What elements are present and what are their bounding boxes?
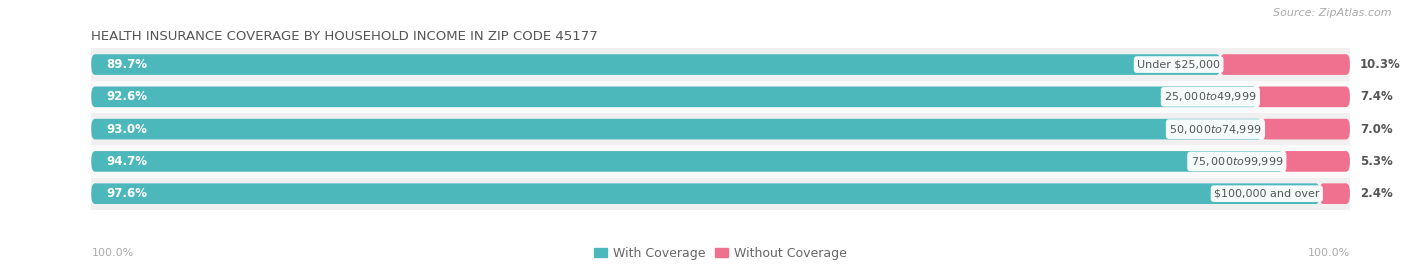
Text: 89.7%: 89.7% (107, 58, 148, 71)
Text: $50,000 to $74,999: $50,000 to $74,999 (1170, 123, 1261, 136)
Text: 97.6%: 97.6% (107, 187, 148, 200)
Text: HEALTH INSURANCE COVERAGE BY HOUSEHOLD INCOME IN ZIP CODE 45177: HEALTH INSURANCE COVERAGE BY HOUSEHOLD I… (91, 30, 598, 43)
Text: 93.0%: 93.0% (107, 123, 148, 136)
FancyBboxPatch shape (91, 183, 1320, 204)
Text: 10.3%: 10.3% (1360, 58, 1400, 71)
Text: $100,000 and over: $100,000 and over (1213, 189, 1320, 199)
Text: Source: ZipAtlas.com: Source: ZipAtlas.com (1274, 8, 1392, 18)
FancyBboxPatch shape (1282, 151, 1350, 172)
Text: 2.4%: 2.4% (1360, 187, 1392, 200)
FancyBboxPatch shape (1319, 183, 1350, 204)
Bar (91, 178, 1350, 210)
Text: 94.7%: 94.7% (107, 155, 148, 168)
Text: Under $25,000: Under $25,000 (1137, 59, 1220, 70)
FancyBboxPatch shape (91, 151, 1284, 172)
Bar (91, 113, 1350, 145)
Text: 100.0%: 100.0% (91, 248, 134, 258)
Bar (91, 48, 1350, 81)
Text: 100.0%: 100.0% (1308, 248, 1350, 258)
Bar (91, 81, 1350, 113)
Text: $75,000 to $99,999: $75,000 to $99,999 (1191, 155, 1284, 168)
Text: 7.0%: 7.0% (1360, 123, 1392, 136)
Text: 5.3%: 5.3% (1360, 155, 1392, 168)
FancyBboxPatch shape (1220, 54, 1350, 75)
Text: 7.4%: 7.4% (1360, 90, 1392, 103)
Bar (91, 145, 1350, 178)
FancyBboxPatch shape (1261, 119, 1350, 139)
Text: $25,000 to $49,999: $25,000 to $49,999 (1164, 90, 1257, 103)
Legend: With Coverage, Without Coverage: With Coverage, Without Coverage (589, 242, 852, 265)
Text: 92.6%: 92.6% (107, 90, 148, 103)
FancyBboxPatch shape (91, 119, 1261, 139)
FancyBboxPatch shape (91, 54, 1220, 75)
FancyBboxPatch shape (91, 87, 1257, 107)
FancyBboxPatch shape (1257, 87, 1350, 107)
